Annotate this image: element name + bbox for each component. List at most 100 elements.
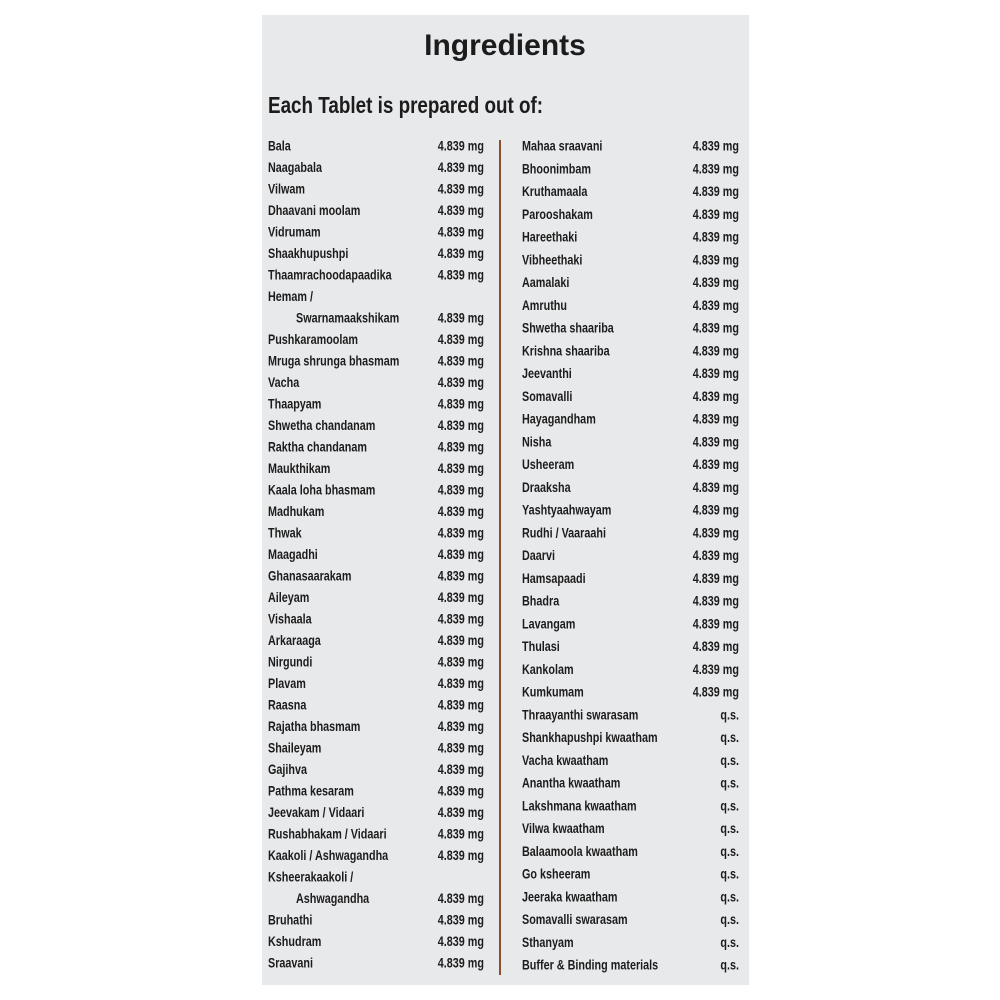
ingredient-name: Dhaavani moolam [268, 203, 361, 218]
ingredient-amount: 4.839 mg [438, 719, 484, 734]
ingredient-name: Shwetha shaariba [522, 320, 614, 335]
ingredient-name: Kumkumam [522, 684, 584, 699]
ingredient-amount: 4.839 mg [438, 353, 484, 368]
ingredient-amount: 4.839 mg [438, 203, 484, 218]
ingredient-amount: 4.839 mg [693, 184, 739, 199]
ingredient-name: Kaakoli / Ashwagandha [268, 848, 388, 863]
ingredient-name: Hemam / [268, 289, 314, 304]
ingredient-amount: 4.839 mg [438, 138, 484, 153]
ingredient-amount: q.s. [720, 821, 739, 836]
ingredient-amount: 4.839 mg [438, 676, 484, 691]
ingredient-amount: 4.839 mg [438, 826, 484, 841]
ingredient-name: Kruthamaala [522, 184, 588, 199]
ingredient-name: Madhukam [268, 504, 325, 519]
ingredient-name: Bruhathi [268, 912, 312, 927]
ingredient-name: Lakshmana kwaatham [522, 798, 637, 813]
ingredient-name: Shaakhupushpi [268, 246, 348, 261]
ingredient-name: Somavalli [522, 389, 572, 404]
ingredient-name: Maukthikam [268, 461, 331, 476]
ingredient-amount: 4.839 mg [693, 138, 739, 153]
ingredient-name: Vilwa kwaatham [522, 821, 605, 836]
ingredient-amount: 4.839 mg [438, 891, 484, 906]
ingredient-name: Bhadra [522, 593, 559, 608]
ingredient-amount: 4.839 mg [438, 439, 484, 454]
ingredient-amount: 4.839 mg [438, 375, 484, 390]
ingredient-name: Sthanyam [522, 935, 574, 950]
ingredient-amount: q.s. [720, 730, 739, 745]
ingredient-name: Rushabhakam / Vidaari [268, 826, 387, 841]
ingredient-name: Yashtyaahwayam [522, 502, 612, 517]
ingredient-amount: 4.839 mg [438, 418, 484, 433]
ingredient-amount: 4.839 mg [693, 593, 739, 608]
ingredient-amount: 4.839 mg [438, 482, 484, 497]
ingredient-amount: q.s. [720, 957, 739, 972]
ingredient-amount: 4.839 mg [693, 502, 739, 517]
ingredient-amount: 4.839 mg [438, 783, 484, 798]
ingredient-name: Buffer & Binding materials [522, 957, 658, 972]
ingredient-name: Hamsapaadi [522, 571, 586, 586]
ingredient-name: Thulasi [522, 639, 560, 654]
ingredient-name: Somavalli swarasam [522, 912, 628, 927]
ingredient-amount: 4.839 mg [438, 396, 484, 411]
ingredient-name: Raktha chandanam [268, 439, 367, 454]
ingredient-name: Jeevanthi [522, 366, 572, 381]
ingredient-amount: 4.839 mg [438, 611, 484, 626]
ingredient-amount: 4.839 mg [438, 955, 484, 970]
ingredient-amount: 4.839 mg [438, 246, 484, 261]
ingredient-name: Draaksha [522, 480, 571, 495]
ingredient-name: Thraayanthi swarasam [522, 707, 639, 722]
ingredient-name: Sraavani [268, 955, 313, 970]
ingredient-amount: q.s. [720, 935, 739, 950]
ingredient-name: Vacha [268, 375, 299, 390]
ingredient-name: Bhoonimbam [522, 161, 591, 176]
ingredient-amount: q.s. [720, 866, 739, 881]
ingredient-name: Ghanasaarakam [268, 568, 352, 583]
ingredient-name: Shwetha chandanam [268, 418, 375, 433]
label-card [262, 15, 749, 985]
ingredient-name: Vishaala [268, 611, 312, 626]
ingredient-amount: 4.839 mg [438, 267, 484, 282]
ingredient-amount: 4.839 mg [438, 934, 484, 949]
ingredient-amount: 4.839 mg [438, 310, 484, 325]
ingredient-amount: 4.839 mg [693, 207, 739, 222]
ingredient-name: Parooshakam [522, 207, 593, 222]
ingredient-amount: 4.839 mg [693, 411, 739, 426]
ingredient-name: Thaapyam [268, 396, 322, 411]
title: Ingredients [424, 29, 586, 62]
ingredient-name: Balaamoola kwaatham [522, 844, 638, 859]
ingredient-amount: 4.839 mg [438, 848, 484, 863]
ingredient-name: Hareethaki [522, 229, 577, 244]
ingredient-name: Anantha kwaatham [522, 775, 620, 790]
ingredient-amount: 4.839 mg [693, 275, 739, 290]
ingredient-amount: q.s. [720, 707, 739, 722]
ingredient-name: Kankolam [522, 662, 574, 677]
ingredient-name: Vidrumam [268, 224, 321, 239]
ingredient-amount: 4.839 mg [438, 912, 484, 927]
ingredient-name: Vilwam [268, 181, 305, 196]
subtitle: Each Tablet is prepared out of: [268, 93, 543, 118]
ingredient-name: Daarvi [522, 548, 555, 563]
ingredient-amount: 4.839 mg [693, 298, 739, 313]
ingredient-name: Vacha kwaatham [522, 753, 609, 768]
ingredient-name: Aamalaki [522, 275, 569, 290]
ingredient-amount: 4.839 mg [693, 457, 739, 472]
ingredient-name: Pushkaramoolam [268, 332, 358, 347]
ingredient-amount: q.s. [720, 912, 739, 927]
ingredient-name: Jeeraka kwaatham [522, 889, 618, 904]
ingredient-name: Nisha [522, 434, 552, 449]
ingredient-amount: 4.839 mg [693, 161, 739, 176]
ingredient-amount: q.s. [720, 753, 739, 768]
ingredient-name: Mruga shrunga bhasmam [268, 353, 399, 368]
ingredient-name: Mahaa sraavani [522, 138, 602, 153]
ingredient-name: Amruthu [522, 298, 567, 313]
ingredient-amount: q.s. [720, 798, 739, 813]
ingredient-name: Raasna [268, 697, 307, 712]
ingredient-name: Shankhapushpi kwaatham [522, 730, 658, 745]
ingredient-amount: 4.839 mg [693, 366, 739, 381]
ingredient-amount: 4.839 mg [438, 762, 484, 777]
ingredient-amount: 4.839 mg [438, 181, 484, 196]
ingredient-amount: 4.839 mg [693, 252, 739, 267]
ingredient-name: Shaileyam [268, 740, 322, 755]
ingredient-amount: 4.839 mg [438, 633, 484, 648]
